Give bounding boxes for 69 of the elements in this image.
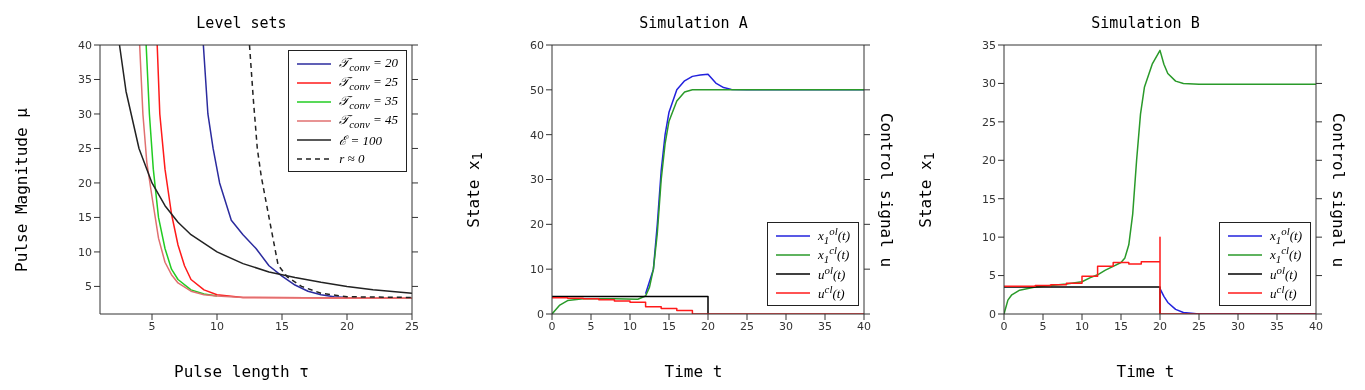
x-tick-label: 5 (1039, 319, 1047, 333)
y-tick-label: 60 (530, 38, 544, 52)
x-tick-label: 5 (587, 319, 595, 333)
x-tick-label: 40 (1309, 319, 1323, 333)
chart-title: Simulation A (638, 14, 749, 32)
chart-title: Level sets (195, 14, 288, 32)
y-tick-label: 15 (78, 211, 92, 225)
x-tick-label: 15 (1114, 319, 1128, 333)
y-tick-label: 10 (982, 231, 996, 245)
y-tick-label: 25 (982, 115, 996, 129)
x-tick-label: 30 (779, 319, 793, 333)
x-tick-label: 10 (1075, 319, 1089, 333)
y-tick-label: 0 (537, 307, 544, 321)
x-tick-label: 35 (818, 319, 832, 333)
legend-label: ℰ = 100 (339, 131, 383, 149)
legend-label: r ≈ 0 (339, 150, 365, 167)
x-tick-label: 30 (1231, 319, 1245, 333)
legend-label: u$^{ol}$(t) (1270, 263, 1298, 284)
y-tick-label: 40 (530, 128, 544, 142)
y-tick-label: 35 (982, 38, 996, 52)
x-tick-label: 20 (701, 319, 715, 333)
x-tick-label: 15 (662, 319, 676, 333)
legend-label: u$^{cl}$(t) (1270, 282, 1297, 303)
y-tick-label: 50 (530, 83, 544, 97)
y2-axis-title: Control signal u (877, 112, 896, 268)
legend-label: x$_{1}$$^{cl}$(t) (1270, 244, 1302, 265)
x-tick-label: 20 (1153, 319, 1167, 333)
y-axis-title: Pulse Magnitude μ (12, 108, 31, 272)
legend-label: 𝒯$_{conv}$ = 35 (339, 92, 398, 111)
y2-axis-title: Control signal u (1329, 112, 1348, 268)
y-tick-label: 10 (530, 263, 544, 277)
legend-label: 𝒯$_{conv}$ = 45 (339, 111, 398, 130)
legend-label: u$^{cl}$(t) (818, 282, 845, 303)
x-tick-label: 25 (405, 319, 419, 333)
legend-label: 𝒯$_{conv}$ = 25 (339, 73, 398, 92)
y-tick-label: 40 (78, 38, 92, 52)
y-tick-label: 20 (78, 176, 92, 190)
x-axis-title: Pulse length τ (173, 362, 310, 381)
x-tick-label: 0 (1000, 319, 1008, 333)
x-tick-label: 40 (857, 319, 871, 333)
x-tick-label: 10 (623, 319, 637, 333)
y-tick-label: 20 (530, 218, 544, 232)
y-tick-label: 0 (989, 307, 996, 321)
legend-label: 𝒯$_{conv}$ = 20 (339, 54, 398, 73)
legend-label: u$^{ol}$(t) (818, 263, 846, 284)
x-tick-label: 25 (740, 319, 754, 333)
y-tick-label: 30 (78, 107, 92, 121)
y-tick-label: 5 (85, 280, 92, 294)
x-tick-label: 10 (210, 319, 224, 333)
y-tick-label: 20 (982, 154, 996, 168)
x-tick-label: 25 (1192, 319, 1206, 333)
x-tick-label: 0 (548, 319, 556, 333)
y-tick-label: 35 (78, 73, 92, 87)
legend-label: x$_{1}$$^{cl}$(t) (818, 244, 850, 265)
x-tick-label: 20 (340, 319, 354, 333)
legend-label: x$_{1}$$^{ol}$(t) (818, 225, 850, 246)
y-tick-label: 30 (982, 77, 996, 91)
y-tick-label: 5 (989, 269, 996, 283)
y-tick-label: 30 (530, 173, 544, 187)
x-axis-title: Time t (663, 362, 724, 381)
legend-label: x$_{1}$$^{ol}$(t) (1270, 225, 1302, 246)
chart-title: Simulation B (1090, 14, 1201, 32)
x-tick-label: 15 (275, 319, 289, 333)
y-tick-label: 10 (78, 245, 92, 259)
x-tick-label: 35 (1270, 319, 1284, 333)
x-tick-label: 5 (148, 319, 156, 333)
y-tick-label: 15 (982, 192, 996, 206)
x-axis-title: Time t (1115, 362, 1176, 381)
y-tick-label: 25 (78, 142, 92, 156)
